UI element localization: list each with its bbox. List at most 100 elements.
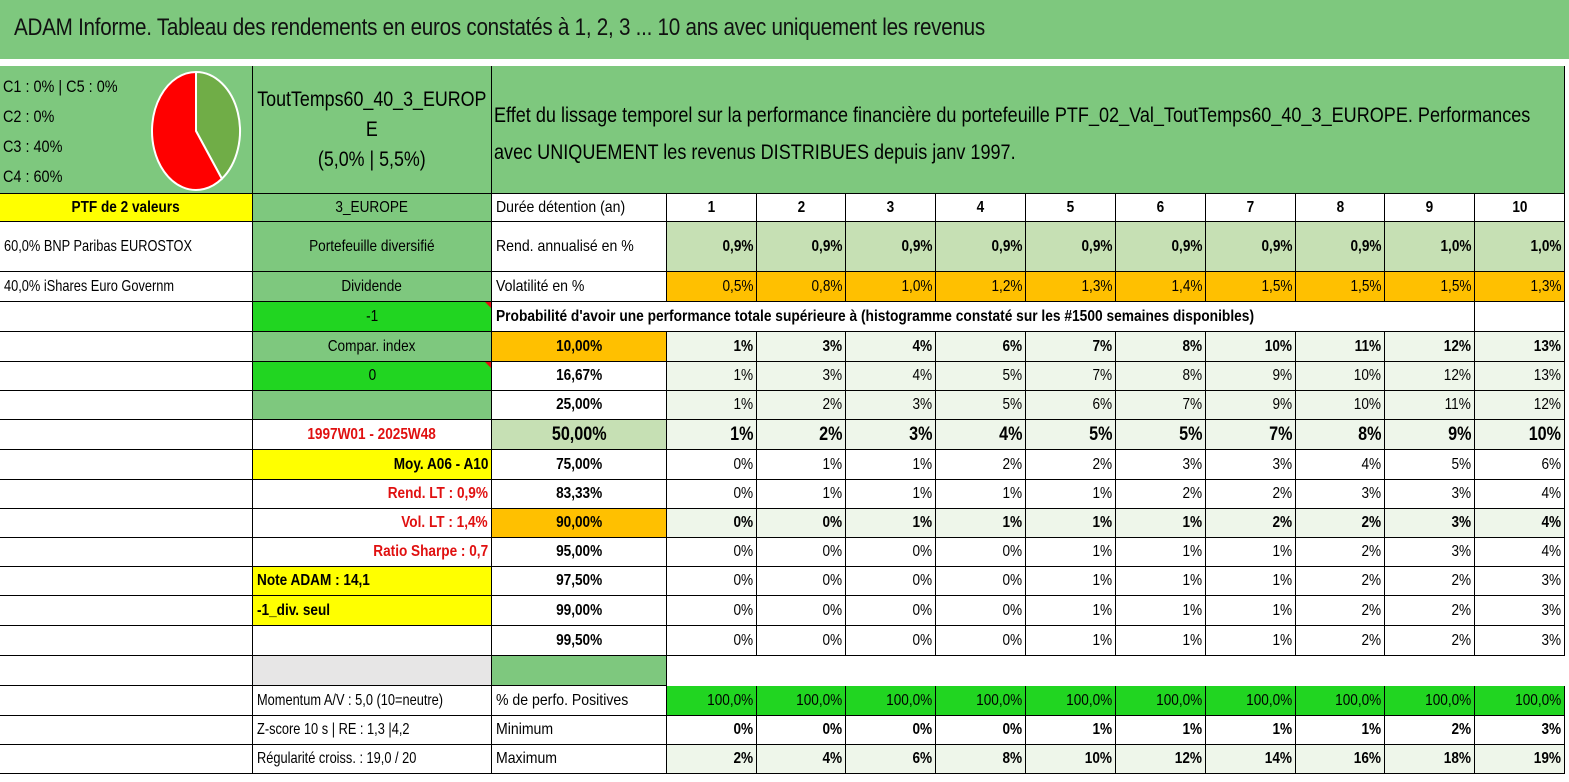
probability-value: 12% [1385, 332, 1475, 362]
probability-value: 1% [846, 480, 936, 509]
probability-value: 5% [936, 391, 1026, 420]
probability-value-text: 3% [1451, 514, 1471, 531]
dividend-label: Dividende [253, 272, 492, 302]
probability-value: 8% [1116, 362, 1206, 391]
probability-value: 9% [1206, 391, 1296, 420]
empty-cell [0, 391, 253, 420]
probability-value: 3% [1475, 596, 1565, 626]
probability-value: 7% [1116, 391, 1206, 420]
probability-value: 3% [846, 391, 936, 420]
minimum-value-text: 2% [1451, 721, 1471, 738]
probability-value: 1% [667, 420, 757, 450]
threshold-value-text: 75,00% [555, 455, 603, 473]
probability-value-text: 4% [1541, 543, 1561, 560]
rend-value: 1,0% [1475, 222, 1565, 272]
portfolio-name: ToutTemps60_40_3_EUROP E (5,0% | 5,5%) [257, 85, 486, 175]
portfolio-name-line: ToutTemps60_40_3_EUROP [257, 87, 487, 111]
probability-value: 2% [757, 420, 846, 450]
vol-value: 0,5% [667, 272, 757, 302]
rend-label-text: Rend. annualisé en % [496, 237, 634, 255]
empty-cell [0, 626, 253, 656]
probability-value-text: 11% [1354, 337, 1381, 355]
maximum-value: 19% [1475, 745, 1565, 774]
probability-value-text: 0% [912, 572, 932, 589]
probability-value-text: 1% [733, 367, 753, 384]
probability-value-text: 0% [733, 514, 753, 531]
probability-value-text: 0% [912, 631, 932, 649]
probability-value-text: 0% [1002, 543, 1022, 560]
threshold-value: 25,00% [492, 391, 667, 420]
probability-value-text: 0% [822, 601, 842, 619]
probability-value-text: 0% [822, 514, 842, 531]
probability-value: 0% [757, 596, 846, 626]
probability-value-text: 9% [1272, 367, 1292, 384]
rend-value-text: 0,9% [1171, 237, 1202, 255]
probability-value-text: 13% [1533, 367, 1561, 384]
probability-value: 1% [1026, 626, 1116, 656]
empty-cell [1475, 302, 1565, 332]
vol-value: 1,5% [1206, 272, 1296, 302]
probability-value-text: 7% [1182, 396, 1202, 413]
empty-green-cell [492, 656, 667, 686]
probability-value-text: 3% [1541, 601, 1561, 619]
ptf-label: PTF de 2 valeurs [0, 194, 253, 222]
probability-value: 11% [1385, 391, 1475, 420]
probability-value: 0% [667, 450, 757, 480]
probability-value: 1% [1116, 567, 1206, 596]
probability-value: 1% [667, 391, 757, 420]
vol-value-text: 1,3% [1530, 277, 1561, 295]
probability-value: 9% [1206, 362, 1296, 391]
empty-cell [0, 480, 253, 509]
probability-value: 2% [1296, 567, 1385, 596]
vol-value: 1,5% [1385, 272, 1475, 302]
minimum-value-text: 1% [1092, 721, 1112, 738]
probability-value: 0% [846, 538, 936, 567]
probability-value: 0% [936, 596, 1026, 626]
threshold-value-text: 10,00% [555, 337, 603, 355]
probability-value-text: 5% [1002, 396, 1022, 413]
empty-cell [0, 745, 253, 774]
probability-value: 9% [1385, 420, 1475, 450]
probability-value: 1% [1206, 538, 1296, 567]
maximum-value: 6% [846, 745, 936, 774]
probability-value: 3% [1116, 450, 1206, 480]
rend-value: 0,9% [1116, 222, 1206, 272]
maximum-value-text: 4% [822, 750, 842, 767]
year-header-text: 5 [1066, 198, 1075, 216]
regularite-label: Régularité croiss. : 19,0 / 20 [253, 745, 492, 774]
maximum-value: 14% [1206, 745, 1296, 774]
probability-value: 5% [1026, 420, 1116, 450]
probability-value-text: 5% [1002, 367, 1022, 384]
probability-value-text: 2% [818, 423, 842, 445]
year-header: 5 [1026, 194, 1116, 222]
positives-value: 100,0% [1206, 686, 1296, 716]
probability-value-text: 13% [1533, 337, 1561, 355]
maximum-value: 8% [936, 745, 1026, 774]
rend-value-text: 0,9% [1081, 237, 1112, 255]
positives-value: 100,0% [1385, 686, 1475, 716]
probability-value-text: 3% [1541, 572, 1561, 589]
probability-value: 1% [1026, 538, 1116, 567]
probability-value: 4% [846, 362, 936, 391]
probability-value-text: 4% [1361, 455, 1381, 473]
probability-value-text: 2% [1361, 631, 1381, 649]
probability-value-text: 2% [1361, 514, 1381, 531]
probability-value: 0% [846, 567, 936, 596]
vol-value: 0,8% [757, 272, 846, 302]
probability-value: 1% [1116, 538, 1206, 567]
probability-value: 2% [1206, 509, 1296, 538]
probability-value: 5% [1385, 450, 1475, 480]
positives-value-text: 100,0% [1514, 691, 1561, 709]
probability-value: 2% [1385, 626, 1475, 656]
probability-value-text: 0% [733, 485, 753, 502]
probability-value-text: 0% [1002, 601, 1022, 619]
probability-value-text: 3% [1182, 455, 1202, 473]
threshold-value: 50,00% [492, 420, 667, 450]
probability-value: 2% [1385, 596, 1475, 626]
allocation-line: C2 : 0% [3, 107, 55, 126]
probability-value-text: 0% [1002, 631, 1022, 649]
rend-value: 0,9% [1296, 222, 1385, 272]
probability-value: 0% [667, 480, 757, 509]
probability-value-text: 3% [912, 396, 932, 413]
probability-value: 0% [936, 538, 1026, 567]
